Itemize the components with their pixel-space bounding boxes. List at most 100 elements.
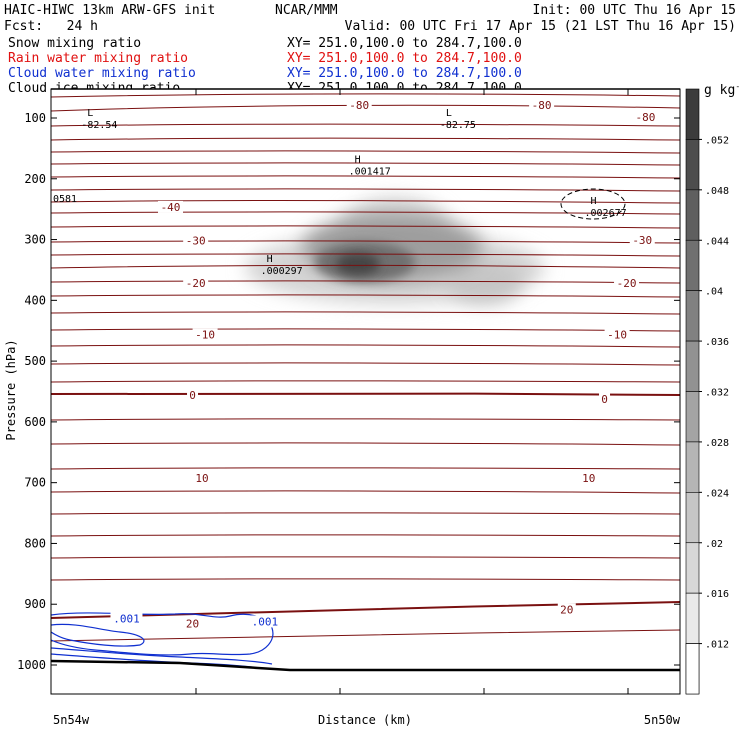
contour-label: -30 [632, 234, 652, 247]
contour-label: 0 [189, 389, 196, 402]
x-axis-label: Distance (km) [318, 713, 412, 727]
x-endpoint-left: 5n54w [53, 713, 90, 727]
colorbar-tick-label: .036 [705, 337, 729, 348]
contour-label: -80 [532, 99, 552, 112]
y-tick-label: 700 [24, 476, 46, 490]
contour-label: -20 [617, 277, 637, 290]
isotherm-line [51, 211, 680, 215]
extremum-mark: H [267, 254, 273, 265]
extremum-value: 0581 [53, 194, 77, 205]
contour-label-bg [183, 276, 209, 289]
contour-label-bg [579, 472, 598, 485]
colorbar-tick-labels: .012 .016 .02 .024 .028 .032 .036 .04 .044 .048 .0… [699, 135, 729, 651]
y-tick-label: 400 [24, 293, 46, 307]
contour-label-bg [632, 111, 658, 123]
colorbar-swatch [685, 391, 700, 443]
colorbar-swatch [685, 643, 700, 695]
colorbar-tick-label: .012 [705, 640, 729, 651]
figure-header: HAIC-HIWC 13km ARW-GFS init NCAR/MMM Ini… [4, 3, 736, 34]
isotherm-line [51, 362, 680, 366]
colorbar-tick-label: .04 [705, 287, 723, 298]
cloud-water-label: .001 [252, 615, 279, 628]
isotherm-line [51, 442, 680, 446]
colorbar-tick-label: .024 [705, 488, 729, 499]
isotherm-line [51, 93, 680, 98]
isotherm-line [51, 150, 680, 154]
isotherm-line [51, 225, 680, 229]
isotherm-line [51, 199, 680, 204]
colorbar-swatches [685, 88, 700, 695]
contour-label-bg [604, 328, 630, 341]
y-tick-label: 600 [24, 415, 46, 429]
isotherm-line [51, 629, 680, 642]
colorbar-swatch [685, 139, 700, 191]
isotherm-line [51, 240, 680, 244]
cloud-water-label-bg [110, 612, 143, 625]
isotherm-line [51, 512, 680, 515]
isotherm-line [51, 328, 680, 332]
contour-label: 20 [186, 617, 199, 630]
isotherm-line [51, 311, 680, 315]
x-endpoint-right: 5n50w [644, 713, 681, 727]
header-init-time: Init: 00 UTC Thu 16 Apr 15 [533, 3, 737, 18]
colorbar-tick-label: .044 [705, 236, 729, 247]
contour-label: 10 [195, 472, 208, 485]
extremum-value: -82.54 [81, 120, 117, 131]
colorbar-unit: g kg-1 [704, 82, 740, 98]
y-tick-label: 500 [24, 354, 46, 368]
colorbar-tick-label: .032 [705, 388, 729, 399]
shade-core [336, 253, 380, 275]
isotherm-line [51, 294, 680, 298]
isotherm-line [51, 392, 680, 396]
colorbar-tick-label: .052 [705, 135, 729, 146]
contour-label-bg [187, 388, 199, 401]
isotherm-line [51, 534, 680, 537]
contour-label-bg [183, 234, 209, 247]
extremum-mark: H [591, 196, 597, 207]
extremum-mark: L [446, 108, 452, 119]
field-rain-label: Rain water mixing ratio [8, 51, 188, 66]
contour-label: -30 [186, 234, 206, 247]
isotherm-line [51, 264, 680, 269]
header-model-title: HAIC-HIWC 13km ARW-GFS init [4, 3, 215, 18]
contour-label: -80 [349, 99, 369, 112]
colorbar: g kg-1 .012 .016 .02 .024 .028 .032 .036 .04 .04… [685, 82, 740, 695]
cloud-water-line [51, 612, 274, 656]
field-cloud-water-xy: XY= 251.0,100.0 to 284.7,100.0 [287, 66, 522, 81]
plot-area: -80 -80 -80 -40 -30 -30 -20 -20 -10 -10 0 0 10 10 20 20… [50, 88, 681, 695]
field-snow-xy: XY= 251.0,100.0 to 284.7,100.0 [287, 36, 522, 51]
colorbar-swatch [685, 492, 700, 544]
extremum-value: .001417 [349, 166, 391, 177]
x-axis: 5n54w 5n50w Distance (km) [53, 89, 681, 727]
contour-label-bg [346, 98, 372, 111]
field-snow-label: Snow mixing ratio [8, 36, 141, 51]
colorbar-swatch [685, 542, 700, 594]
colorbar-swatch [685, 189, 700, 241]
cloud-ice-contour [560, 188, 626, 220]
header-valid-time: Valid: 00 UTC Fri 17 Apr 15 (21 LST Thu … [345, 19, 736, 34]
isotherm-line [51, 490, 680, 494]
colorbar-tick-label: .048 [705, 186, 729, 197]
isotherm-line [51, 344, 680, 348]
colorbar-unit-exponent: -1 [735, 82, 740, 91]
contour-label: 0 [601, 393, 608, 406]
isotherm-line [51, 137, 680, 141]
contour-label-bg [529, 98, 555, 111]
extremum-value: .002677 [585, 208, 627, 219]
contour-label-bg [614, 276, 640, 289]
colorbar-swatch [685, 340, 700, 392]
temperature-contours [51, 93, 680, 642]
y-tick-label: 1000 [17, 658, 46, 672]
colorbar-swatch [685, 592, 700, 644]
header-institution: NCAR/MMM [275, 3, 338, 18]
isotherm-line [51, 253, 680, 257]
contour-labels: -80 -80 -80 -40 -30 -30 -20 -20 -10 -10 0 0 10 10 20 20… [53, 98, 658, 630]
isotherm-line [51, 175, 680, 179]
field-legend: Snow mixing ratio XY= 251.0,100.0 to 284… [8, 36, 522, 96]
extremum-value: -82.75 [440, 120, 476, 131]
isotherm-line [51, 380, 680, 383]
contour-label: 20 [560, 603, 573, 616]
y-tick-label: 300 [24, 233, 46, 247]
